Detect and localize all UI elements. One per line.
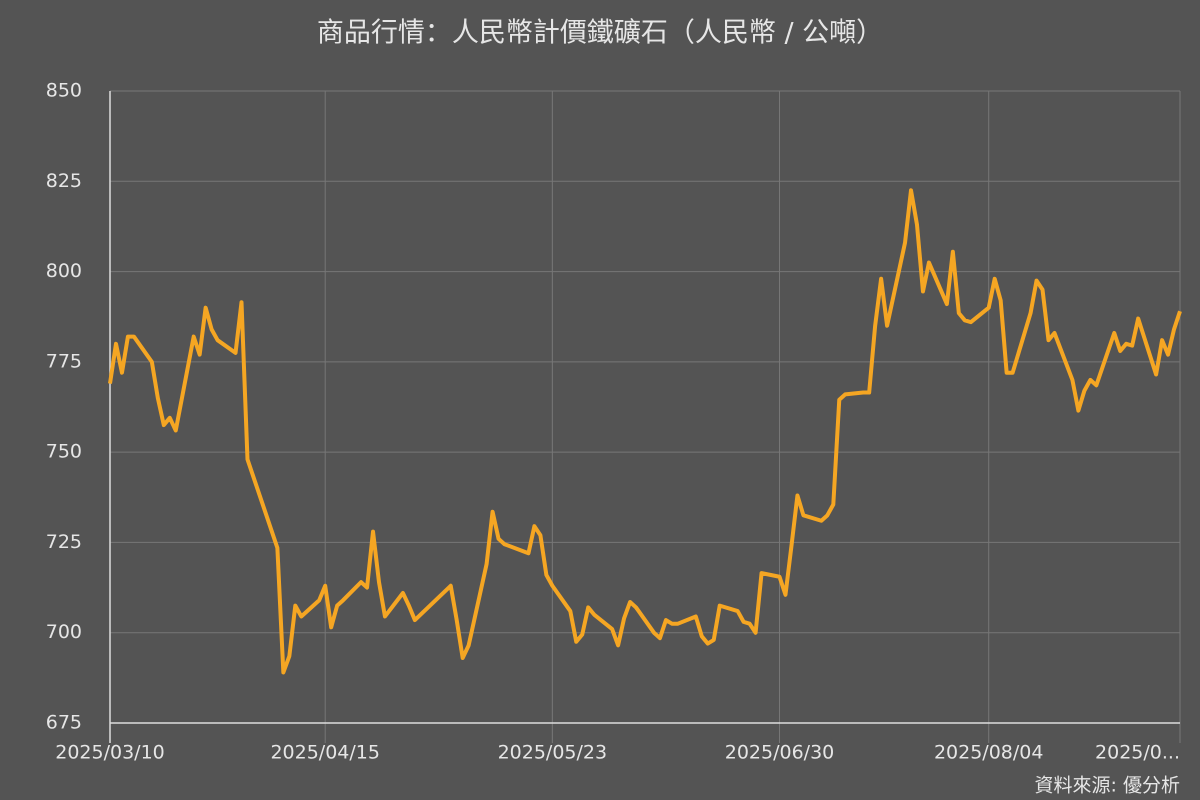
y-tick-label: 750 [46,441,82,463]
y-tick-label: 775 [46,350,82,372]
y-tick-label: 800 [46,260,82,282]
x-tick-label: 2025/06/30 [725,742,835,764]
x-tick-label: 2025/03/10 [55,742,165,764]
y-tick-label: 700 [46,621,82,643]
y-tick-label: 675 [46,712,82,734]
source-note: 資料來源: 優分析 [1035,775,1180,797]
x-tick-label: 2025/0... [1095,742,1180,764]
y-tick-label: 850 [46,80,82,102]
y-tick-label: 825 [46,170,82,192]
price-line [108,188,1182,675]
y-tick-label: 725 [46,531,82,553]
chart-title: 商品行情：人民幣計價鐵礦石（人民幣 / 公噸） [317,18,883,49]
x-tick-label: 2025/04/15 [270,742,380,764]
x-tick-label: 2025/05/23 [498,742,608,764]
x-tick-label: 2025/08/04 [934,742,1044,764]
